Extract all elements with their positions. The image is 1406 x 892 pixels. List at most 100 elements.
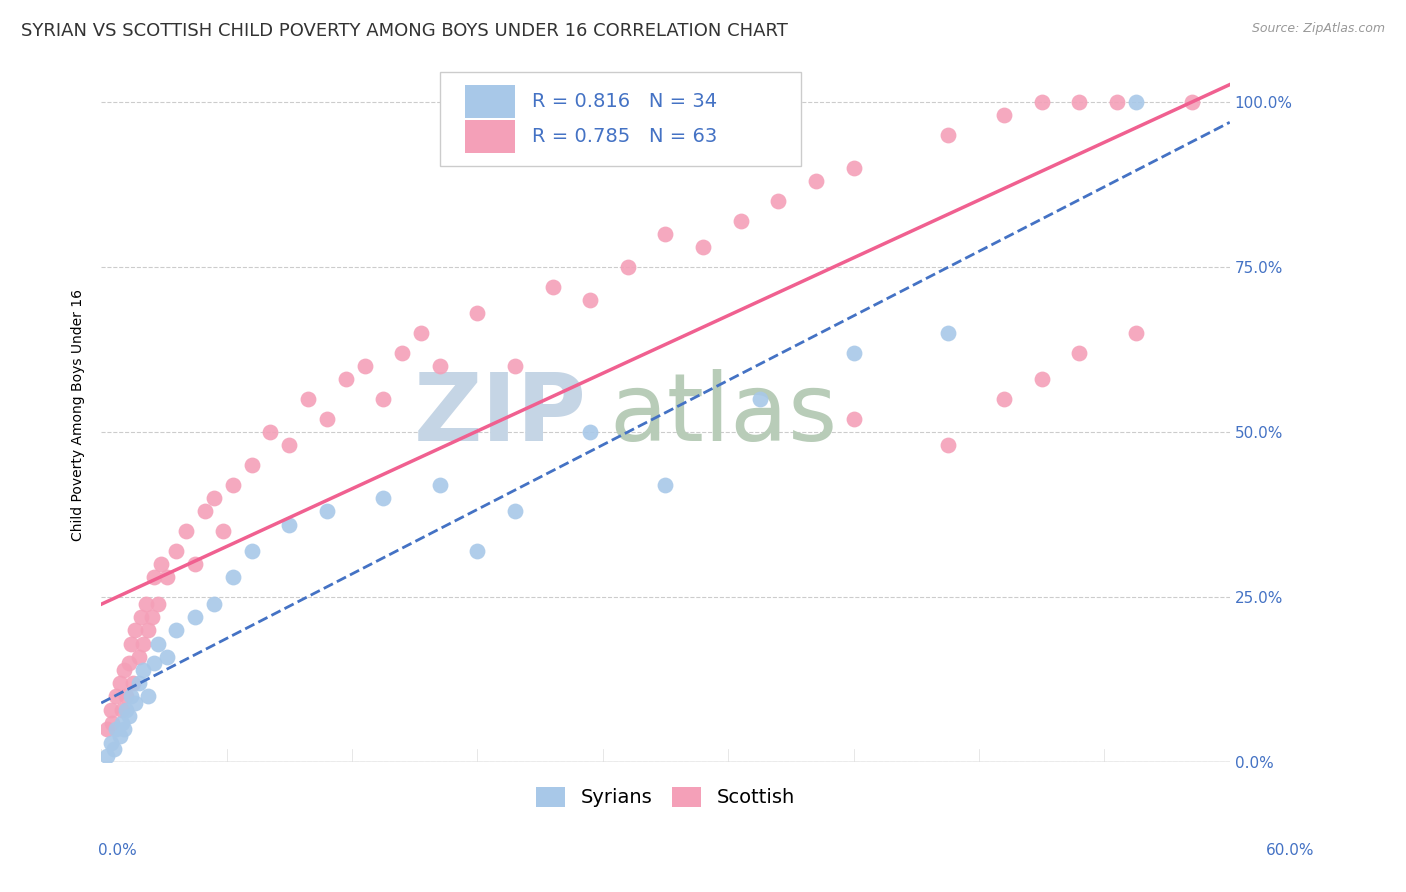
Point — [124, 696, 146, 710]
Point — [936, 128, 959, 142]
Point — [142, 657, 165, 671]
Point — [112, 723, 135, 737]
Point — [1031, 95, 1053, 109]
Point — [165, 544, 187, 558]
Point — [1069, 345, 1091, 359]
Point — [467, 544, 489, 558]
Point — [316, 412, 339, 426]
Point — [131, 663, 153, 677]
Point — [993, 108, 1015, 122]
Point — [297, 392, 319, 406]
Point — [259, 425, 281, 439]
FancyBboxPatch shape — [464, 120, 516, 153]
Point — [1125, 95, 1147, 109]
Text: ZIP: ZIP — [413, 369, 586, 461]
Point — [1125, 326, 1147, 340]
Point — [100, 703, 122, 717]
Text: Source: ZipAtlas.com: Source: ZipAtlas.com — [1251, 22, 1385, 36]
Point — [212, 524, 235, 538]
Point — [936, 326, 959, 340]
Point — [842, 161, 865, 175]
FancyBboxPatch shape — [464, 85, 516, 119]
Point — [156, 570, 179, 584]
Point — [118, 709, 141, 723]
Point — [278, 438, 301, 452]
Point — [804, 174, 827, 188]
Point — [131, 636, 153, 650]
Point — [202, 491, 225, 505]
Point — [654, 478, 676, 492]
Point — [146, 636, 169, 650]
Legend: Syrians, Scottish: Syrians, Scottish — [529, 779, 803, 815]
Point — [136, 690, 159, 704]
Point — [579, 425, 602, 439]
Point — [122, 676, 145, 690]
Point — [105, 690, 128, 704]
Point — [936, 438, 959, 452]
Text: R = 0.785   N = 63: R = 0.785 N = 63 — [533, 127, 717, 146]
Point — [240, 544, 263, 558]
Point — [120, 636, 142, 650]
Point — [692, 240, 714, 254]
Point — [135, 597, 157, 611]
Point — [353, 359, 375, 373]
Point — [768, 194, 790, 208]
Point — [184, 610, 207, 624]
Point — [96, 748, 118, 763]
Point — [184, 558, 207, 572]
Point — [541, 279, 564, 293]
Text: SYRIAN VS SCOTTISH CHILD POVERTY AMONG BOYS UNDER 16 CORRELATION CHART: SYRIAN VS SCOTTISH CHILD POVERTY AMONG B… — [21, 22, 787, 40]
Point — [146, 597, 169, 611]
Point — [111, 715, 134, 730]
Point — [278, 517, 301, 532]
Point — [101, 715, 124, 730]
Point — [467, 306, 489, 320]
Point — [105, 723, 128, 737]
Point — [842, 412, 865, 426]
Point — [129, 610, 152, 624]
Text: 0.0%: 0.0% — [98, 843, 138, 858]
Point — [993, 392, 1015, 406]
Point — [1069, 95, 1091, 109]
Point — [108, 729, 131, 743]
Point — [103, 742, 125, 756]
Point — [194, 504, 217, 518]
Point — [114, 690, 136, 704]
Point — [111, 703, 134, 717]
Point — [165, 624, 187, 638]
Point — [118, 657, 141, 671]
Text: atlas: atlas — [609, 369, 838, 461]
Point — [108, 676, 131, 690]
Point — [617, 260, 640, 274]
Point — [240, 458, 263, 472]
Point — [96, 723, 118, 737]
Point — [373, 392, 395, 406]
Point — [429, 359, 451, 373]
Point — [142, 570, 165, 584]
Point — [136, 624, 159, 638]
Point — [579, 293, 602, 307]
Point — [1105, 95, 1128, 109]
Point — [120, 690, 142, 704]
Point — [222, 478, 245, 492]
Text: R = 0.816   N = 34: R = 0.816 N = 34 — [533, 93, 717, 112]
Point — [842, 345, 865, 359]
Point — [503, 359, 526, 373]
Point — [748, 392, 770, 406]
Point — [100, 736, 122, 750]
Text: 60.0%: 60.0% — [1267, 843, 1315, 858]
Point — [316, 504, 339, 518]
FancyBboxPatch shape — [440, 72, 801, 166]
Point — [150, 558, 173, 572]
Point — [141, 610, 163, 624]
Point — [391, 345, 413, 359]
Point — [112, 663, 135, 677]
Point — [373, 491, 395, 505]
Point — [156, 649, 179, 664]
Point — [1181, 95, 1204, 109]
Point — [429, 478, 451, 492]
Point — [503, 504, 526, 518]
Point — [654, 227, 676, 241]
Point — [202, 597, 225, 611]
Point — [128, 649, 150, 664]
